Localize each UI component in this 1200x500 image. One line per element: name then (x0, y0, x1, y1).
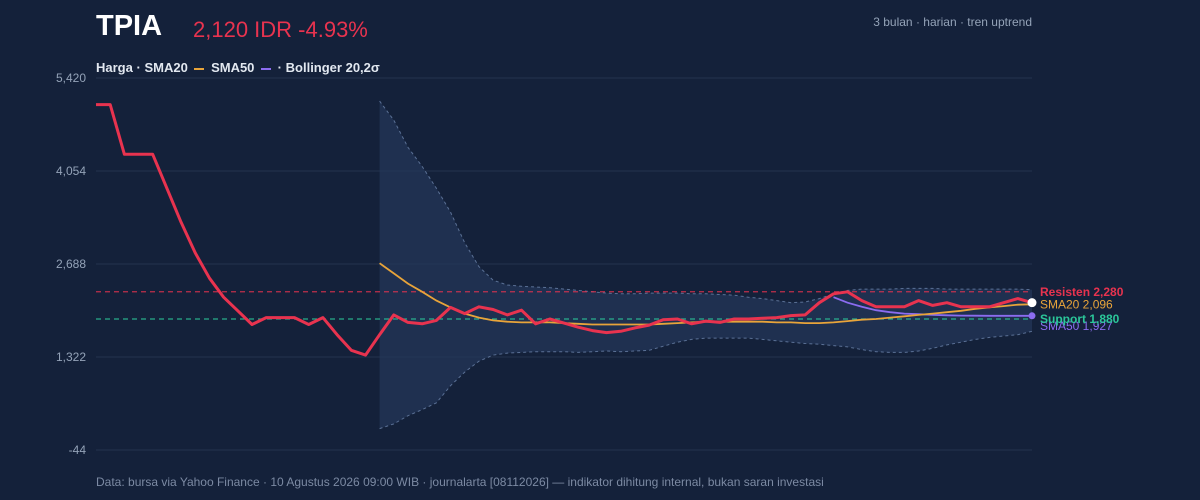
sma50-swatch (261, 67, 272, 70)
price-change: 2,120 IDR -4.93% (193, 17, 368, 42)
legend-sma50: SMA50 (211, 60, 255, 75)
sma50-end-dot (1028, 312, 1036, 320)
legend-bollinger: Bollinger 20,2σ (285, 60, 380, 75)
sma50-line (833, 296, 1032, 317)
legend: Harga · SMA20 SMA50 · Bollinger 20,2σ (96, 60, 380, 75)
bollinger-upper-line (379, 100, 1033, 304)
price-line (96, 103, 1033, 357)
legend-sma20: SMA20 (144, 60, 188, 75)
sma20-label: SMA20 2,096 (1040, 297, 1113, 311)
chart-note: 3 bulan · harian · tren uptrend (873, 15, 1032, 29)
y-tick-label: 1,322 (56, 350, 86, 364)
sma20-swatch (194, 67, 205, 70)
bollinger-lower-line (379, 330, 1033, 430)
legend-separator: · (136, 60, 141, 75)
y-tick-label: 5,420 (56, 71, 86, 85)
y-tick-label: 2,688 (56, 257, 86, 271)
source-footer: Data: bursa via Yahoo Finance · 10 Agust… (96, 475, 824, 489)
sma50-label: SMA50 1,927 (1040, 319, 1113, 333)
bollinger-band-fill (379, 101, 1033, 429)
resistance-label: Resisten 2,280 (1040, 285, 1124, 299)
legend-price: Harga (96, 60, 133, 75)
y-tick-label: -44 (69, 443, 87, 457)
y-tick-label: 4,054 (56, 164, 86, 178)
support-label: Support 1,880 (1040, 312, 1120, 326)
ticker-symbol: TPIA (96, 10, 163, 42)
legend-separator: · (277, 60, 283, 75)
price-end-dot (1027, 298, 1037, 308)
